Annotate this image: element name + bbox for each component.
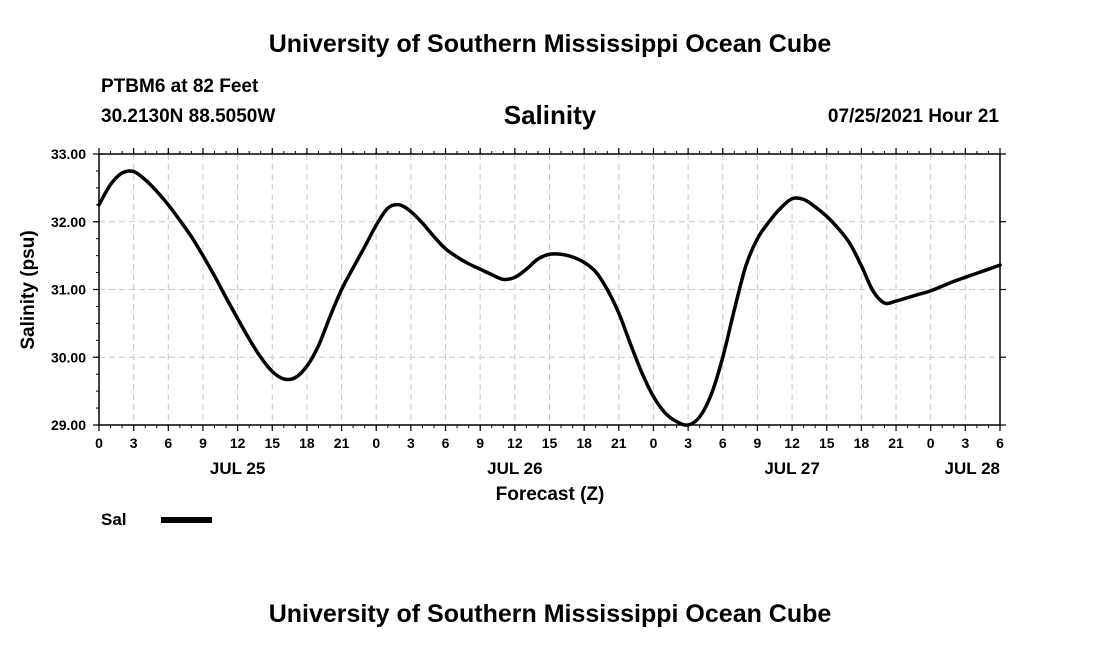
x-tick-label: 0 (95, 435, 103, 451)
x-tick-label: 3 (961, 435, 969, 451)
x-tick-label: 21 (611, 435, 627, 451)
day-label: JUL 25 (210, 459, 265, 478)
y-tick-label: 33.00 (51, 146, 86, 162)
y-tick-labels: 29.00 30.00 31.00 32.00 33.00 (51, 146, 86, 433)
x-tick-label: 12 (784, 435, 800, 451)
x-tick-label: 21 (888, 435, 904, 451)
x-tick-label: 0 (650, 435, 658, 451)
x-tick-label: 6 (996, 435, 1004, 451)
x-tick-labels: 0 3 6 9 12 15 18 21 0 3 6 9 12 15 18 21 0 3 6 9 12 15 18 21 0 3 6 (95, 435, 1004, 451)
station-coordinates: 30.2130N 88.5050W (101, 106, 276, 127)
grid-lines (99, 154, 1000, 425)
x-tick-label: 21 (334, 435, 350, 451)
axis-ticks (93, 148, 1006, 431)
x-tick-label: 0 (927, 435, 935, 451)
x-tick-label: 6 (442, 435, 450, 451)
y-axis-title: Salinity (psu) (18, 230, 39, 349)
series-line-sal (97, 169, 1002, 427)
x-tick-label: 0 (372, 435, 380, 451)
x-tick-label: 12 (230, 435, 246, 451)
x-tick-label: 15 (264, 435, 280, 451)
y-tick-label: 32.00 (51, 214, 86, 230)
x-tick-label: 9 (199, 435, 207, 451)
x-tick-label: 15 (542, 435, 558, 451)
day-labels: JUL 25 JUL 26 JUL 27 JUL 28 (210, 459, 1000, 478)
footer-title: University of Southern Mississippi Ocean… (268, 600, 832, 628)
x-tick-label: 18 (299, 435, 315, 451)
x-tick-label: 3 (130, 435, 138, 451)
day-label: JUL 27 (764, 459, 819, 478)
y-tick-label: 30.00 (51, 349, 86, 365)
forecast-timestamp: 07/25/2021 Hour 21 (827, 106, 999, 127)
x-tick-label: 3 (684, 435, 692, 451)
page-title: University of Southern Mississippi Ocean… (268, 30, 832, 58)
x-tick-label: 9 (754, 435, 762, 451)
x-tick-label: 18 (854, 435, 870, 451)
x-tick-label: 9 (476, 435, 484, 451)
x-tick-label: 15 (819, 435, 835, 451)
x-tick-label: 12 (507, 435, 523, 451)
day-label: JUL 28 (945, 459, 1000, 478)
x-tick-label: 6 (164, 435, 172, 451)
y-tick-label: 29.00 (51, 417, 86, 433)
x-tick-label: 6 (719, 435, 727, 451)
x-tick-label: 18 (576, 435, 592, 451)
day-label: JUL 26 (487, 459, 542, 478)
x-tick-label: 3 (407, 435, 415, 451)
chart-title: Salinity (503, 100, 597, 130)
x-axis-title: Forecast (Z) (496, 484, 605, 505)
station-name: PTBM6 at 82 Feet (101, 76, 259, 97)
legend-label: Sal (101, 510, 127, 529)
y-tick-label: 31.00 (51, 282, 86, 298)
